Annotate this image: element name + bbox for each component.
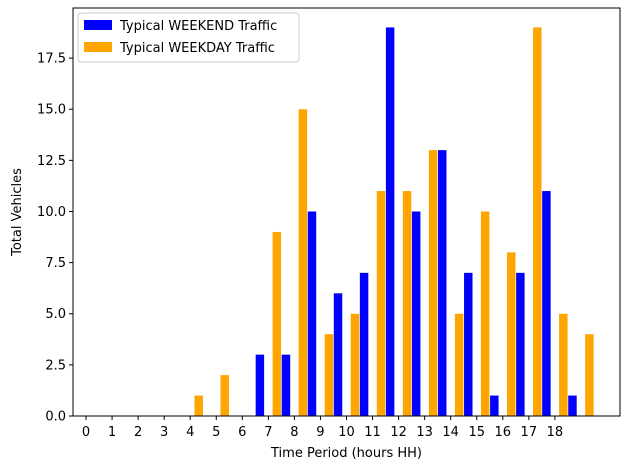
y-tick-label: 5.0 (45, 307, 66, 322)
bar-series1-x17 (533, 27, 542, 417)
y-axis-label: Total Vehicles (10, 168, 25, 257)
x-tick-label: 11 (364, 425, 381, 440)
bar-series1-x7 (272, 231, 282, 416)
bar-series1-x19 (585, 334, 594, 416)
legend: Typical WEEKEND Traffic Typical WEEKDAY T… (77, 12, 300, 63)
bar-series0-x8 (281, 354, 291, 416)
bar-series0-x18 (542, 191, 551, 416)
bar-series1-x13 (428, 150, 438, 416)
x-tick-label: 1 (108, 425, 116, 440)
legend-swatch-1 (84, 42, 112, 52)
y-tick-label: 0.0 (45, 410, 66, 425)
legend-box (77, 12, 300, 63)
bar-series0-x10 (333, 293, 343, 416)
bar-series0-x19 (568, 395, 577, 416)
x-tick-label: 2 (134, 425, 142, 440)
bar-series1-x16 (507, 252, 516, 416)
x-tick-label: 10 (338, 425, 355, 440)
x-axis-label: Time Period (hours HH) (270, 446, 422, 461)
axes-layer: 0 1 2 3 4 5 6 7 8 9 10 11 12 13 14 15 16 17 180.02.55.07.5… (37, 7, 621, 440)
bar-series1-x10 (350, 313, 360, 416)
bar-series1-x8 (298, 109, 308, 416)
bar-series0-x11 (359, 272, 369, 416)
x-tick-label: 0 (82, 425, 90, 440)
x-tick-label: 16 (495, 425, 512, 440)
y-tick-label: 7.5 (45, 256, 66, 271)
bar-series0-x14 (437, 150, 447, 416)
bar-series1-x15 (480, 211, 490, 416)
x-tick-label: 8 (290, 425, 298, 440)
x-tick-label: 12 (390, 425, 407, 440)
x-tick-label: 7 (264, 425, 272, 440)
bar-series0-x7 (255, 354, 265, 416)
x-tick-label: 9 (316, 425, 324, 440)
bar-series0-x12 (385, 27, 395, 417)
bar-series0-x16 (490, 395, 499, 416)
x-tick-label: 6 (238, 425, 246, 440)
x-tick-label: 3 (160, 425, 168, 440)
y-tick-label: 10.0 (37, 205, 66, 220)
bars-layer (194, 27, 594, 417)
legend-label-1: Typical WEEKDAY Traffic (119, 41, 275, 56)
x-tick-label: 18 (547, 425, 564, 440)
legend-swatch-0 (84, 20, 112, 30)
bar-series1-x9 (324, 334, 334, 416)
bar-series1-x11 (376, 191, 386, 416)
bar-series0-x15 (464, 272, 473, 416)
x-tick-label: 14 (442, 425, 459, 440)
bar-series1-x4 (194, 395, 203, 416)
x-tick-label: 17 (521, 425, 538, 440)
bar-series0-x17 (516, 272, 525, 416)
y-tick-label: 2.5 (45, 358, 66, 373)
legend-label-0: Typical WEEKEND Traffic (119, 19, 277, 34)
x-tick-label: 13 (416, 425, 433, 440)
y-tick-label: 15.0 (37, 103, 66, 118)
bar-series1-x5 (220, 375, 229, 416)
bar-series1-x18 (559, 313, 568, 416)
bar-series0-x9 (307, 211, 317, 416)
y-tick-label: 17.5 (37, 52, 66, 67)
bar-series0-x13 (411, 211, 421, 416)
x-tick-label: 5 (212, 425, 220, 440)
bar-series1-x12 (402, 191, 412, 416)
x-tick-label: 15 (468, 425, 485, 440)
y-tick-label: 12.5 (37, 154, 66, 169)
bar-series1-x14 (454, 313, 464, 416)
x-tick-label: 4 (186, 425, 194, 440)
